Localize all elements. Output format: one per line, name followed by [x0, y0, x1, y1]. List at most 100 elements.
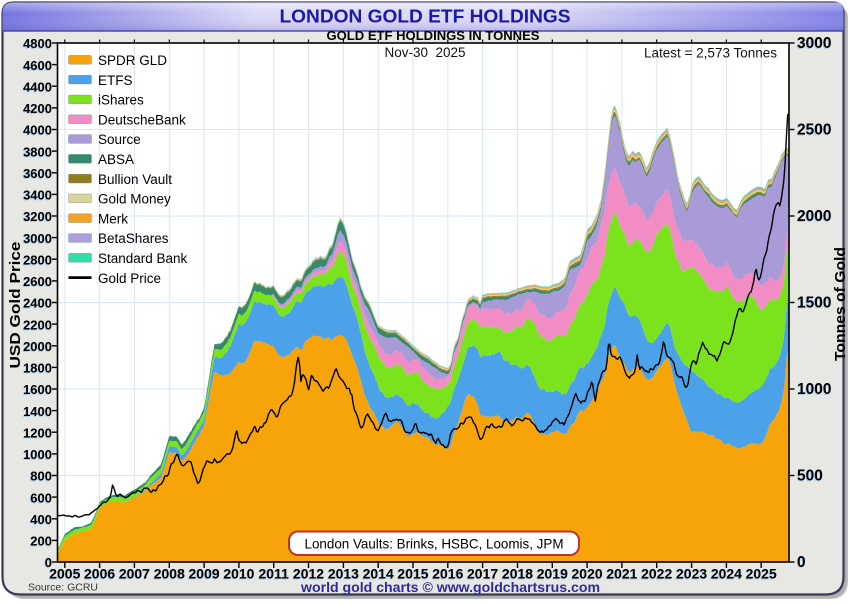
svg-text:2005: 2005	[48, 567, 79, 583]
svg-text:SPDR GLD: SPDR GLD	[98, 53, 167, 68]
svg-text:4200: 4200	[22, 102, 51, 117]
svg-text:4000: 4000	[22, 124, 51, 139]
svg-text:3400: 3400	[22, 189, 51, 204]
svg-text:London Vaults: Brinks, HSBC, L: London Vaults: Brinks, HSBC, Loomis, JPM	[305, 536, 564, 552]
svg-text:2016: 2016	[431, 567, 462, 583]
svg-text:500: 500	[797, 468, 823, 485]
svg-text:GOLD ETF HOLDINGS IN TONNES: GOLD ETF HOLDINGS IN TONNES	[327, 29, 540, 43]
svg-text:400: 400	[30, 512, 52, 527]
svg-text:1400: 1400	[23, 404, 52, 419]
svg-text:3000: 3000	[797, 35, 831, 52]
svg-text:Source: Source	[98, 132, 141, 147]
svg-text:iShares: iShares	[98, 93, 144, 108]
svg-text:2000: 2000	[796, 209, 830, 226]
svg-text:2010: 2010	[223, 567, 254, 583]
svg-text:1600: 1600	[23, 382, 52, 397]
svg-text:2014: 2014	[362, 567, 393, 583]
svg-text:Merk: Merk	[98, 211, 128, 226]
svg-text:4400: 4400	[22, 81, 51, 96]
svg-text:BetaShares: BetaShares	[98, 231, 169, 246]
svg-text:3600: 3600	[23, 166, 52, 181]
svg-text:500: 500	[796, 469, 822, 486]
svg-text:1000: 1000	[22, 448, 51, 463]
svg-text:2015: 2015	[397, 566, 428, 582]
svg-text:1000: 1000	[23, 447, 52, 462]
svg-text:ABSA: ABSA	[98, 152, 134, 167]
svg-text:4800: 4800	[23, 36, 52, 51]
svg-text:2009: 2009	[188, 567, 219, 583]
svg-text:2000: 2000	[797, 208, 831, 225]
svg-text:2016: 2016	[432, 566, 463, 582]
svg-text:DeutscheBank: DeutscheBank	[98, 112, 186, 127]
svg-text:2020: 2020	[571, 567, 602, 583]
svg-text:800: 800	[29, 470, 51, 485]
svg-text:2010: 2010	[223, 566, 254, 582]
svg-text:2021: 2021	[606, 567, 637, 583]
svg-text:2024: 2024	[710, 567, 741, 583]
svg-text:400: 400	[29, 513, 51, 528]
svg-text:Source: GCRU: Source: GCRU	[28, 582, 98, 594]
svg-text:Nov-30 2025: Nov-30 2025	[384, 45, 465, 60]
svg-text:4800: 4800	[22, 37, 51, 52]
svg-text:2012: 2012	[292, 567, 323, 583]
svg-text:Gold Money: Gold Money	[98, 192, 171, 207]
svg-text:2019: 2019	[536, 567, 567, 583]
svg-text:3400: 3400	[23, 188, 52, 203]
svg-text:2023: 2023	[675, 567, 706, 583]
svg-text:200: 200	[30, 534, 52, 549]
svg-text:3800: 3800	[22, 145, 51, 160]
svg-text:600: 600	[29, 491, 51, 506]
svg-text:ETFS: ETFS	[98, 73, 133, 88]
svg-text:1000: 1000	[796, 382, 830, 399]
svg-text:2600: 2600	[23, 274, 52, 289]
svg-text:4600: 4600	[23, 58, 52, 73]
svg-text:1500: 1500	[797, 295, 831, 312]
svg-text:2007: 2007	[118, 567, 149, 583]
svg-text:1400: 1400	[22, 405, 51, 420]
svg-text:2008: 2008	[153, 567, 184, 583]
svg-text:2014: 2014	[363, 566, 394, 582]
svg-text:2000: 2000	[22, 340, 51, 355]
svg-text:2017: 2017	[467, 566, 498, 582]
svg-text:2022: 2022	[641, 566, 672, 582]
svg-text:2400: 2400	[22, 297, 51, 312]
svg-text:2800: 2800	[23, 252, 52, 267]
svg-text:LONDON GOLD ETF HOLDINGS: LONDON GOLD ETF HOLDINGS	[280, 6, 571, 27]
svg-text:1200: 1200	[22, 426, 51, 441]
svg-text:2018: 2018	[502, 566, 533, 582]
svg-text:Gold Price: Gold Price	[98, 271, 161, 286]
svg-text:2009: 2009	[189, 566, 220, 582]
svg-text:2600: 2600	[22, 275, 51, 290]
svg-text:world gold charts © www.goldch: world gold charts © www.goldchartsrus.co…	[300, 580, 600, 595]
svg-text:2021: 2021	[606, 566, 637, 582]
svg-text:1500: 1500	[796, 296, 830, 313]
svg-text:2007: 2007	[119, 566, 150, 582]
svg-text:2024: 2024	[711, 566, 742, 582]
svg-text:2500: 2500	[796, 123, 830, 140]
svg-text:Tonnes of Gold: Tonnes of Gold	[833, 247, 849, 361]
svg-text:0: 0	[797, 554, 806, 571]
svg-text:Bullion Vault: Bullion Vault	[98, 172, 172, 187]
svg-text:0: 0	[796, 555, 805, 572]
svg-text:4000: 4000	[23, 123, 52, 138]
svg-text:Standard Bank: Standard Bank	[98, 251, 188, 266]
svg-text:2013: 2013	[327, 567, 358, 583]
svg-text:Latest = 2,573 Tonnes: Latest = 2,573 Tonnes	[644, 46, 777, 61]
svg-text:2008: 2008	[154, 566, 185, 582]
svg-text:0: 0	[44, 556, 51, 571]
svg-text:0: 0	[45, 555, 52, 570]
svg-text:2020: 2020	[572, 566, 603, 582]
svg-text:2023: 2023	[676, 566, 707, 582]
svg-text:4200: 4200	[23, 101, 52, 116]
svg-text:4400: 4400	[23, 80, 52, 95]
svg-text:2400: 2400	[23, 296, 52, 311]
svg-text:2025: 2025	[746, 566, 777, 582]
svg-text:2017: 2017	[466, 567, 497, 583]
svg-text:3000: 3000	[23, 231, 52, 246]
svg-text:2011: 2011	[258, 567, 289, 583]
svg-text:3000: 3000	[796, 36, 830, 53]
svg-text:2800: 2800	[22, 253, 51, 268]
svg-text:3200: 3200	[23, 209, 52, 224]
svg-text:1800: 1800	[23, 361, 52, 376]
svg-text:2200: 2200	[22, 318, 51, 333]
